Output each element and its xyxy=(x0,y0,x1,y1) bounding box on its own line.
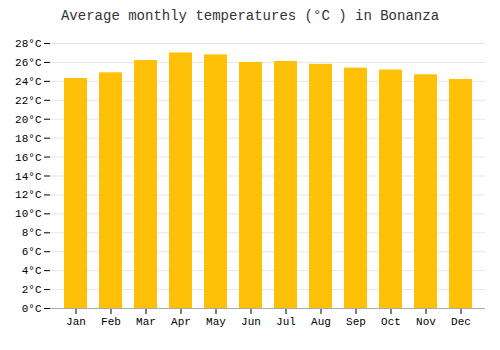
svg-text:Jan: Jan xyxy=(66,316,86,328)
svg-text:Feb: Feb xyxy=(101,316,121,328)
svg-text:Apr: Apr xyxy=(171,316,191,328)
svg-text:Nov: Nov xyxy=(416,316,436,328)
svg-text:Mar: Mar xyxy=(136,316,156,328)
svg-text:20°C: 20°C xyxy=(15,114,42,126)
html-text:Average monthly temperatures (: Average monthly temperatures (°C ) in Bo… xyxy=(61,8,439,24)
svg-text:Jul: Jul xyxy=(276,316,296,328)
svg-text:0°C: 0°C xyxy=(22,303,42,315)
svg-text:Aug: Aug xyxy=(311,316,331,328)
svg-text:12°C: 12°C xyxy=(15,189,42,201)
svg-text:8°C: 8°C xyxy=(22,227,42,239)
svg-text:Oct: Oct xyxy=(381,316,401,328)
svg-text:Jun: Jun xyxy=(241,316,261,328)
svg-text:Sep: Sep xyxy=(346,316,366,328)
svg-text:24°C: 24°C xyxy=(15,76,42,88)
svg-text:26°C: 26°C xyxy=(15,57,42,69)
svg-text:14°C: 14°C xyxy=(15,171,42,183)
svg-text:10°C: 10°C xyxy=(15,208,42,220)
svg-text:6°C: 6°C xyxy=(22,246,42,258)
svg-text:Dec: Dec xyxy=(451,316,471,328)
svg-text:2°C: 2°C xyxy=(22,284,42,296)
svg-text:18°C: 18°C xyxy=(15,133,42,145)
svg-text:4°C: 4°C xyxy=(22,265,42,277)
svg-text:May: May xyxy=(206,316,226,328)
svg-text:16°C: 16°C xyxy=(15,152,42,164)
svg-text:28°C: 28°C xyxy=(15,38,42,50)
svg-text:22°C: 22°C xyxy=(15,95,42,107)
